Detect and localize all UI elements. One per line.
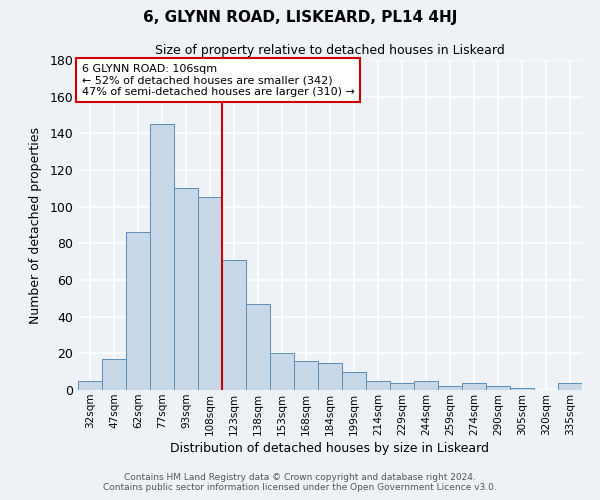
Bar xyxy=(102,359,126,390)
Bar xyxy=(126,232,150,390)
Bar xyxy=(342,372,366,390)
Text: Contains HM Land Registry data © Crown copyright and database right 2024.
Contai: Contains HM Land Registry data © Crown c… xyxy=(103,473,497,492)
Bar xyxy=(510,388,534,390)
Bar xyxy=(414,381,438,390)
Bar xyxy=(198,198,222,390)
Bar xyxy=(366,381,390,390)
Bar xyxy=(486,386,510,390)
Bar xyxy=(558,382,582,390)
Bar xyxy=(78,381,102,390)
Bar xyxy=(438,386,462,390)
Bar xyxy=(150,124,174,390)
Text: 6 GLYNN ROAD: 106sqm
← 52% of detached houses are smaller (342)
47% of semi-deta: 6 GLYNN ROAD: 106sqm ← 52% of detached h… xyxy=(82,64,355,97)
Title: Size of property relative to detached houses in Liskeard: Size of property relative to detached ho… xyxy=(155,44,505,58)
Bar xyxy=(246,304,270,390)
Bar xyxy=(222,260,246,390)
Y-axis label: Number of detached properties: Number of detached properties xyxy=(29,126,43,324)
X-axis label: Distribution of detached houses by size in Liskeard: Distribution of detached houses by size … xyxy=(170,442,490,455)
Bar xyxy=(294,360,318,390)
Bar xyxy=(318,362,342,390)
Text: 6, GLYNN ROAD, LISKEARD, PL14 4HJ: 6, GLYNN ROAD, LISKEARD, PL14 4HJ xyxy=(143,10,457,25)
Bar xyxy=(174,188,198,390)
Bar xyxy=(270,354,294,390)
Bar xyxy=(462,382,486,390)
Bar xyxy=(390,382,414,390)
